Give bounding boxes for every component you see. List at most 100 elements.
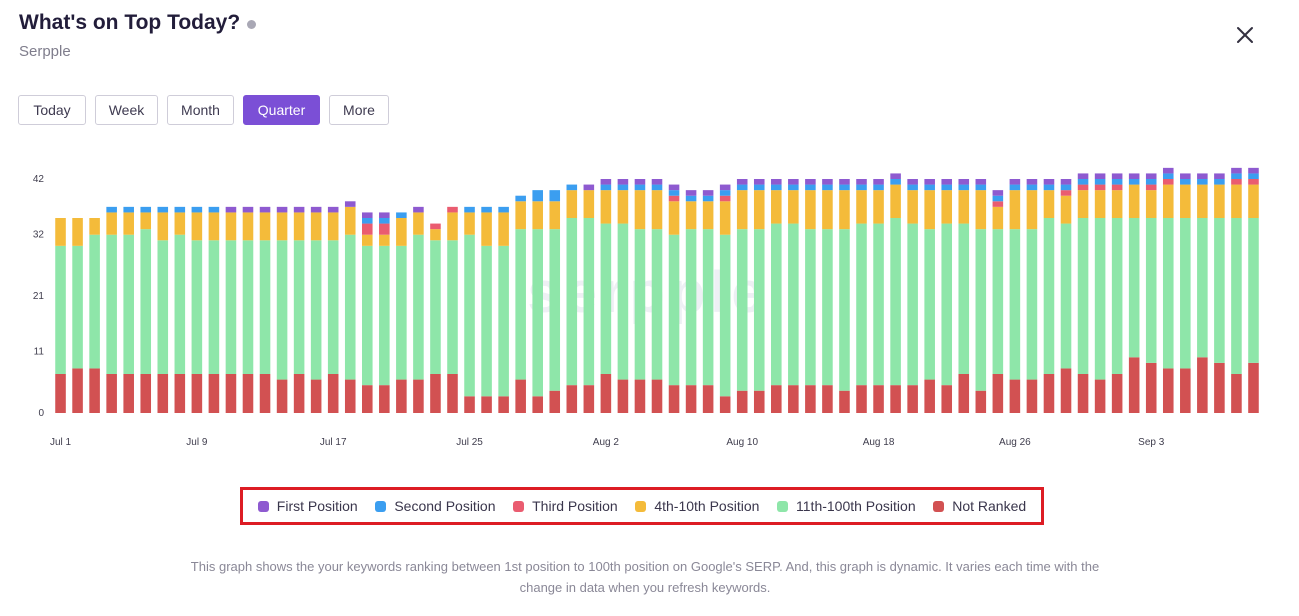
bar-segment-top10[interactable] xyxy=(1044,190,1055,218)
legend-second-position[interactable]: Second Position xyxy=(375,498,495,514)
legend-4th-10th-position[interactable]: 4th-10th Position xyxy=(635,498,759,514)
bar-segment-top10[interactable] xyxy=(771,190,782,223)
bar-segment-not-ranked[interactable] xyxy=(703,385,714,413)
bar-segment-second[interactable] xyxy=(941,185,952,191)
bar-segment-not-ranked[interactable] xyxy=(209,374,220,413)
bar-segment-third[interactable] xyxy=(1112,185,1123,191)
bar-segment-not-ranked[interactable] xyxy=(226,374,237,413)
legend-third-position[interactable]: Third Position xyxy=(513,498,618,514)
bar-segment-first[interactable] xyxy=(1061,179,1072,185)
bar-segment-top10[interactable] xyxy=(328,212,339,240)
bar-segment-top10[interactable] xyxy=(277,212,288,240)
bar-segment-first[interactable] xyxy=(686,190,697,196)
bar-segment-top100[interactable] xyxy=(1197,218,1208,357)
bar-segment-second[interactable] xyxy=(635,185,646,191)
bar-segment-not-ranked[interactable] xyxy=(1078,374,1089,413)
bar-segment-top100[interactable] xyxy=(754,229,765,391)
bar-segment-top100[interactable] xyxy=(873,224,884,386)
bar-segment-not-ranked[interactable] xyxy=(669,385,680,413)
bar-segment-third[interactable] xyxy=(993,201,1004,207)
bar-segment-not-ranked[interactable] xyxy=(106,374,117,413)
bar-segment-not-ranked[interactable] xyxy=(584,385,595,413)
bar-segment-top10[interactable] xyxy=(1248,185,1259,218)
bar-segment-not-ranked[interactable] xyxy=(1061,368,1072,413)
bar-segment-top10[interactable] xyxy=(311,212,322,240)
bar-segment-not-ranked[interactable] xyxy=(1129,357,1140,413)
bar-segment-top100[interactable] xyxy=(941,224,952,386)
bar-segment-second[interactable] xyxy=(106,207,117,213)
bar-segment-not-ranked[interactable] xyxy=(907,385,918,413)
bar-segment-third[interactable] xyxy=(1163,179,1174,185)
bar-segment-first[interactable] xyxy=(703,190,714,196)
bar-segment-top10[interactable] xyxy=(1231,185,1242,218)
bar-segment-not-ranked[interactable] xyxy=(771,385,782,413)
bar-segment-first[interactable] xyxy=(720,185,731,191)
bar-segment-top100[interactable] xyxy=(123,235,134,374)
bar-segment-second[interactable] xyxy=(1163,173,1174,179)
bar-segment-top100[interactable] xyxy=(430,240,441,374)
bar-segment-top100[interactable] xyxy=(260,240,271,374)
bar-segment-not-ranked[interactable] xyxy=(294,374,305,413)
bar-segment-second[interactable] xyxy=(123,207,134,213)
bar-segment-third[interactable] xyxy=(669,196,680,202)
bar-segment-first[interactable] xyxy=(260,207,271,213)
bar-segment-first[interactable] xyxy=(652,179,663,185)
bar-segment-not-ranked[interactable] xyxy=(890,385,901,413)
bar-segment-first[interactable] xyxy=(345,201,356,207)
bar-segment-not-ranked[interactable] xyxy=(192,374,203,413)
bar-segment-top10[interactable] xyxy=(1180,185,1191,218)
bar-segment-top100[interactable] xyxy=(226,240,237,374)
bar-segment-not-ranked[interactable] xyxy=(754,391,765,413)
bar-segment-first[interactable] xyxy=(873,179,884,185)
bar-segment-second[interactable] xyxy=(396,212,407,218)
bar-segment-not-ranked[interactable] xyxy=(924,380,935,413)
tab-month[interactable]: Month xyxy=(167,95,234,125)
bar-segment-not-ranked[interactable] xyxy=(430,374,441,413)
bar-segment-top100[interactable] xyxy=(294,240,305,374)
bar-segment-top10[interactable] xyxy=(226,212,237,240)
bar-segment-not-ranked[interactable] xyxy=(277,380,288,413)
bar-segment-not-ranked[interactable] xyxy=(976,391,987,413)
bar-segment-top10[interactable] xyxy=(192,212,203,240)
bar-segment-second[interactable] xyxy=(737,185,748,191)
bar-segment-top10[interactable] xyxy=(686,201,697,229)
bar-segment-top10[interactable] xyxy=(209,212,220,240)
bar-segment-third[interactable] xyxy=(1146,185,1157,191)
bar-segment-first[interactable] xyxy=(890,173,901,179)
bar-segment-top10[interactable] xyxy=(396,218,407,246)
legend-not-ranked[interactable]: Not Ranked xyxy=(933,498,1026,514)
bar-segment-second[interactable] xyxy=(1010,185,1021,191)
bar-segment-top100[interactable] xyxy=(1078,218,1089,374)
bar-segment-second[interactable] xyxy=(379,218,390,224)
bar-segment-first[interactable] xyxy=(1044,179,1055,185)
bar-segment-first[interactable] xyxy=(788,179,799,185)
bar-segment-second[interactable] xyxy=(1129,179,1140,185)
bar-segment-top100[interactable] xyxy=(703,229,714,385)
bar-segment-first[interactable] xyxy=(328,207,339,213)
bar-segment-top100[interactable] xyxy=(1163,218,1174,368)
bar-segment-top100[interactable] xyxy=(839,229,850,391)
bar-segment-second[interactable] xyxy=(1061,185,1072,191)
bar-segment-third[interactable] xyxy=(720,196,731,202)
bar-segment-top10[interactable] xyxy=(549,201,560,229)
bar-segment-not-ranked[interactable] xyxy=(1180,368,1191,413)
bar-segment-top10[interactable] xyxy=(1163,185,1174,218)
bar-segment-top10[interactable] xyxy=(157,212,168,240)
bar-segment-top100[interactable] xyxy=(958,224,969,374)
bar-segment-second[interactable] xyxy=(1180,179,1191,185)
bar-segment-not-ranked[interactable] xyxy=(447,374,458,413)
bar-segment-top10[interactable] xyxy=(1078,190,1089,218)
bar-segment-not-ranked[interactable] xyxy=(175,374,186,413)
bar-segment-second[interactable] xyxy=(686,196,697,202)
bar-segment-not-ranked[interactable] xyxy=(328,374,339,413)
bar-segment-not-ranked[interactable] xyxy=(873,385,884,413)
bar-segment-first[interactable] xyxy=(1027,179,1038,185)
bar-segment-second[interactable] xyxy=(567,185,578,191)
bar-segment-top10[interactable] xyxy=(839,190,850,229)
bar-segment-second[interactable] xyxy=(805,185,816,191)
bar-segment-second[interactable] xyxy=(873,185,884,191)
bar-segment-top100[interactable] xyxy=(106,235,117,374)
bar-segment-top100[interactable] xyxy=(532,229,543,396)
bar-segment-second[interactable] xyxy=(1112,179,1123,185)
bar-segment-second[interactable] xyxy=(1044,185,1055,191)
